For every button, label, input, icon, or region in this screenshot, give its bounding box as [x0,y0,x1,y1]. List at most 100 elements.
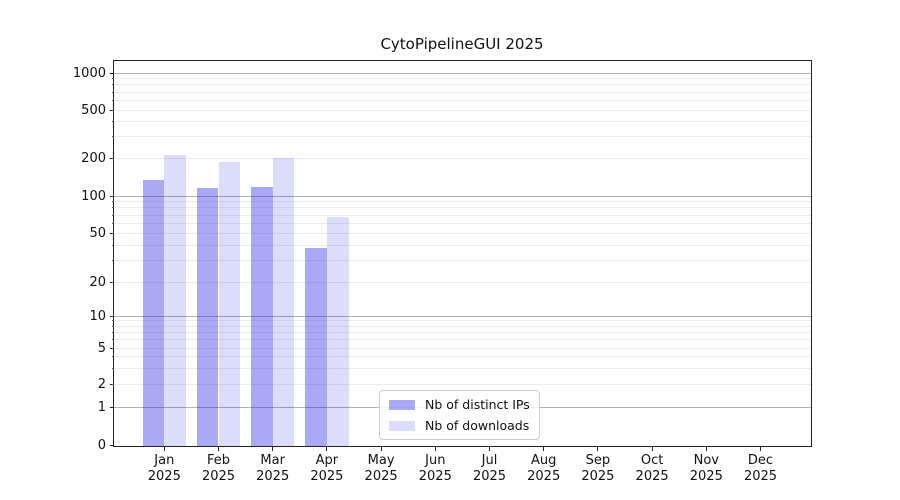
y-minor-tick-mark [112,84,114,86]
y-minor-tick-mark [112,282,114,283]
y-gridline-minor [114,121,811,123]
x-tick-label: May 2025 [349,453,413,485]
bar-distinct-ips [305,247,327,446]
y-tick-mark [110,195,114,197]
y-gridline-major [114,195,811,197]
x-tick-label: Jul 2025 [458,453,522,485]
x-tick-label: Feb 2025 [187,453,251,485]
x-tick-year: 2025 [147,469,181,484]
y-minor-tick-mark [112,339,114,341]
y-minor-tick-mark [112,201,114,203]
x-tick-year: 2025 [418,469,452,484]
y-minor-tick-mark [112,222,114,224]
x-tick-label: Aug 2025 [512,453,576,485]
x-tick-month: Nov [693,453,719,468]
y-minor-tick-mark [112,207,114,209]
y-tick-label: 500 [81,102,106,118]
y-gridline-minor [114,222,811,224]
plot-area: Nb of distinct IPs Nb of downloads 0 1 2 5 1… [73,60,812,484]
y-gridline-minor [114,201,811,203]
bar-downloads [164,154,186,446]
x-tick-month: Sep [585,453,611,468]
bar-distinct-ips [142,179,165,446]
x-tick-mark [272,447,274,451]
legend-swatch-downloads-icon [389,420,415,431]
y-tick-label: 10 [89,308,106,324]
x-tick-month: Jun [425,453,446,468]
y-tick-label: 2 [97,377,106,392]
x-tick-month: Jul [481,453,498,468]
x-tick-label: Apr 2025 [295,453,359,485]
x-tick-label: Oct 2025 [620,453,684,485]
y-minor-tick-mark [112,121,114,123]
bar-distinct-ips [196,188,219,446]
x-tick-label: Mar 2025 [241,453,305,485]
y-minor-tick-mark [112,157,114,159]
x-tick-month: Aug [530,453,557,468]
x-tick-year: 2025 [201,469,236,484]
x-tick-mark [705,447,707,451]
y-tick-label: 1 [97,399,106,415]
y-minor-tick-mark [112,320,114,322]
y-minor-tick-mark [112,356,114,358]
y-minor-tick-mark [112,99,114,101]
y-minor-tick-mark [112,109,114,111]
x-tick-month: Mar [260,453,285,468]
x-tick-month: May [367,453,395,468]
y-tick-label: 200 [81,150,106,166]
x-tick-mark [597,447,599,451]
y-gridline-major [114,315,811,317]
legend-label-downloads: Nb of downloads [425,418,530,433]
y-tick-mark [110,406,114,408]
y-gridline-minor [114,339,811,341]
legend-swatch-distinct-ips-icon [389,399,415,410]
x-tick-month: Dec [747,453,774,468]
y-minor-tick-mark [112,136,114,138]
x-tick-month: Apr [315,453,339,468]
legend: Nb of distinct IPs Nb of downloads [379,390,540,440]
x-tick-mark [163,447,165,451]
x-tick-mark [760,447,761,451]
y-gridline-minor [114,207,811,209]
x-tick-mark [218,447,219,451]
x-tick-label: Jun 2025 [403,453,467,485]
y-minor-tick-mark [112,214,114,216]
x-tick-year: 2025 [256,469,290,484]
y-minor-tick-mark [112,260,114,262]
x-tick-year: 2025 [581,469,615,484]
y-minor-tick-mark [112,244,114,246]
y-minor-tick-mark [112,384,114,385]
chart-title: CytoPipelineGUI 2025 [380,35,544,53]
y-minor-tick-mark [112,325,114,327]
y-tick-label: 20 [89,275,106,290]
x-tick-year: 2025 [310,469,344,484]
x-tick-mark [489,447,490,451]
y-gridline-minor [114,99,811,101]
legend-item-distinct-ips: Nb of distinct IPs [389,397,530,412]
y-gridline-minor [114,91,811,93]
legend-item-downloads: Nb of downloads [389,418,530,433]
x-tick-month: Oct [640,453,664,468]
x-tick-label: Jan 2025 [132,453,196,485]
y-tick-label: 5 [97,340,106,356]
y-tick-label: 50 [89,225,106,241]
x-tick-year: 2025 [364,469,398,484]
bar-downloads [272,158,295,446]
y-tick-label: 0 [97,438,106,453]
bar-downloads [326,217,349,446]
y-gridline-major [114,72,811,74]
x-tick-label: Dec 2025 [729,453,793,485]
y-gridline-minor [114,232,811,234]
x-tick-mark [434,447,436,451]
x-tick-mark [380,447,382,451]
x-tick-month: Jan [154,453,175,468]
x-tick-year: 2025 [743,469,778,484]
y-gridline-minor [114,244,811,246]
y-gridline-minor [114,325,811,327]
y-gridline-minor [114,347,811,349]
x-tick-mark [326,447,328,451]
y-gridline-minor [114,78,811,80]
bar-distinct-ips [251,187,273,446]
y-gridline-minor [114,109,811,111]
x-tick-year: 2025 [635,469,669,484]
